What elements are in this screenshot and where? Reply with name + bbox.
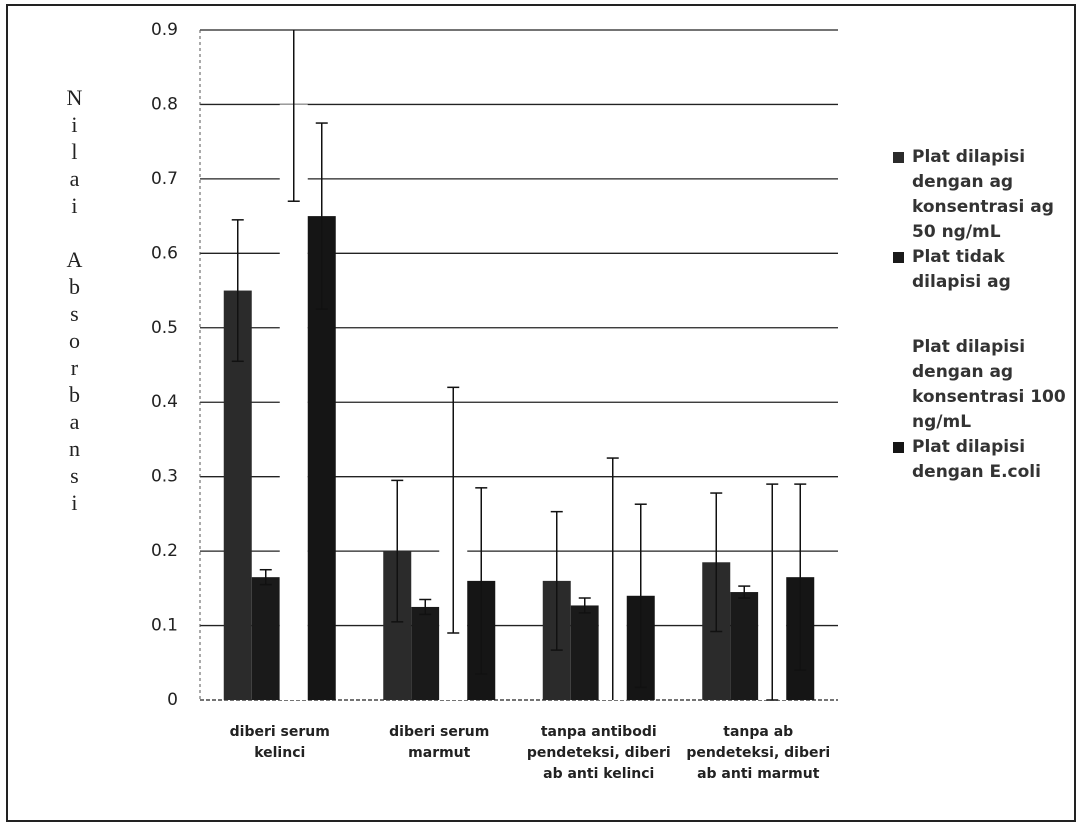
y-axis-label: Nilai Absorbansi [62,85,87,517]
x-tick-label: tanpa antibodi pendeteksi, diberi ab ant… [524,722,674,785]
bar [252,577,280,700]
bar [411,607,439,700]
legend-swatch [893,252,904,263]
legend-swatch [893,442,904,453]
x-tick-label: diberi serum marmut [364,722,514,764]
y-tick-label: 0.6 [151,243,178,263]
legend-swatch [893,152,904,163]
y-tick-label: 0.7 [151,169,178,189]
y-tick-label: 0.1 [151,616,178,636]
y-tick-label: 0.3 [151,467,178,487]
y-tick-label: 0 [167,690,178,710]
legend-item: Plat dilapisi dengan ag konsentrasi ag 5… [893,145,1078,245]
y-tick-label: 0.2 [151,541,178,561]
legend-label: Plat tidak dilapisi ag [912,245,1078,295]
page: Nilai Absorbansi 0 0.1 0.2 0.3 0.4 0.5 0.6 0.7 0… [0,0,1084,828]
legend-swatch [893,342,904,353]
legend-label: Plat dilapisi dengan E.coli [912,435,1078,485]
legend-item: Plat dilapisi dengan ag konsentrasi 100 … [893,335,1078,435]
y-tick-label: 0.5 [151,318,178,338]
legend-label: Plat dilapisi dengan ag konsentrasi 100 … [912,335,1078,435]
legend-item: Plat dilapisi dengan E.coli [893,435,1078,485]
bar [730,592,758,700]
x-tick-label: diberi serum kelinci [205,722,355,764]
y-tick-label: 0.4 [151,392,178,412]
legend-label: Plat dilapisi dengan ag konsentrasi ag 5… [912,145,1078,245]
x-tick-label: tanpa ab pendeteksi, diberi ab anti marm… [683,722,833,785]
bar [571,605,599,700]
y-tick-label: 0.9 [151,20,178,40]
y-tick-label: 0.8 [151,94,178,114]
legend-item: Plat tidak dilapisi ag [893,245,1078,295]
legend: Plat dilapisi dengan ag konsentrasi ag 5… [893,145,1078,485]
